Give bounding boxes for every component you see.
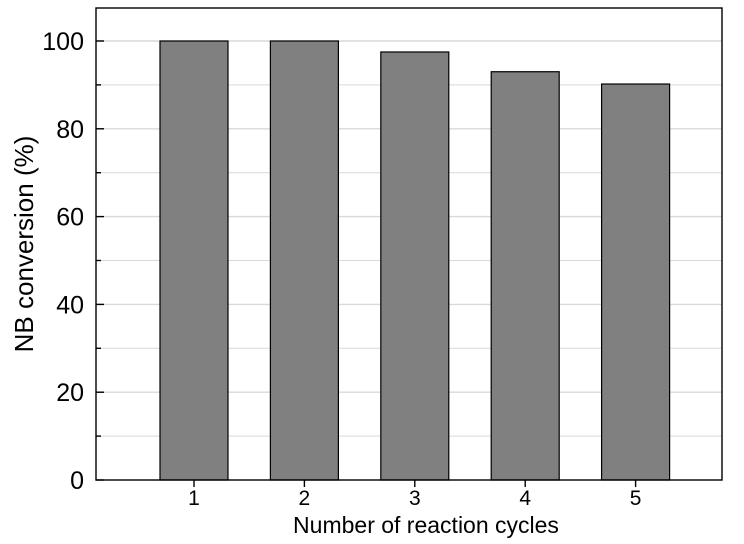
- y-tick-label: 60: [56, 204, 84, 232]
- x-tick-label: 1: [188, 487, 200, 510]
- y-tick-label: 20: [56, 379, 84, 407]
- y-tick-label: 100: [42, 28, 84, 56]
- x-tick-label: 4: [519, 487, 531, 510]
- bar-2: [269, 40, 339, 481]
- y-axis-ticks: 0 20 40 60 80 100: [42, 28, 104, 495]
- bars: [159, 40, 671, 481]
- bar-1: [159, 40, 229, 481]
- y-tick-label: 40: [56, 291, 84, 319]
- y-tick-label: 0: [70, 467, 84, 495]
- x-axis-ticks: 1 2 3 4 5: [188, 480, 641, 510]
- y-tick-label: 80: [56, 116, 84, 144]
- bar-4: [490, 71, 560, 481]
- plot-frame: [95, 7, 723, 481]
- y-axis-title: NB conversion (%): [9, 136, 39, 353]
- bar-5: [600, 83, 671, 481]
- x-axis-title: Number of reaction cycles: [293, 512, 559, 538]
- x-tick-label: 2: [299, 487, 311, 510]
- x-tick-label: 5: [630, 487, 642, 510]
- bar-3: [380, 51, 450, 481]
- x-tick-label: 3: [409, 487, 421, 510]
